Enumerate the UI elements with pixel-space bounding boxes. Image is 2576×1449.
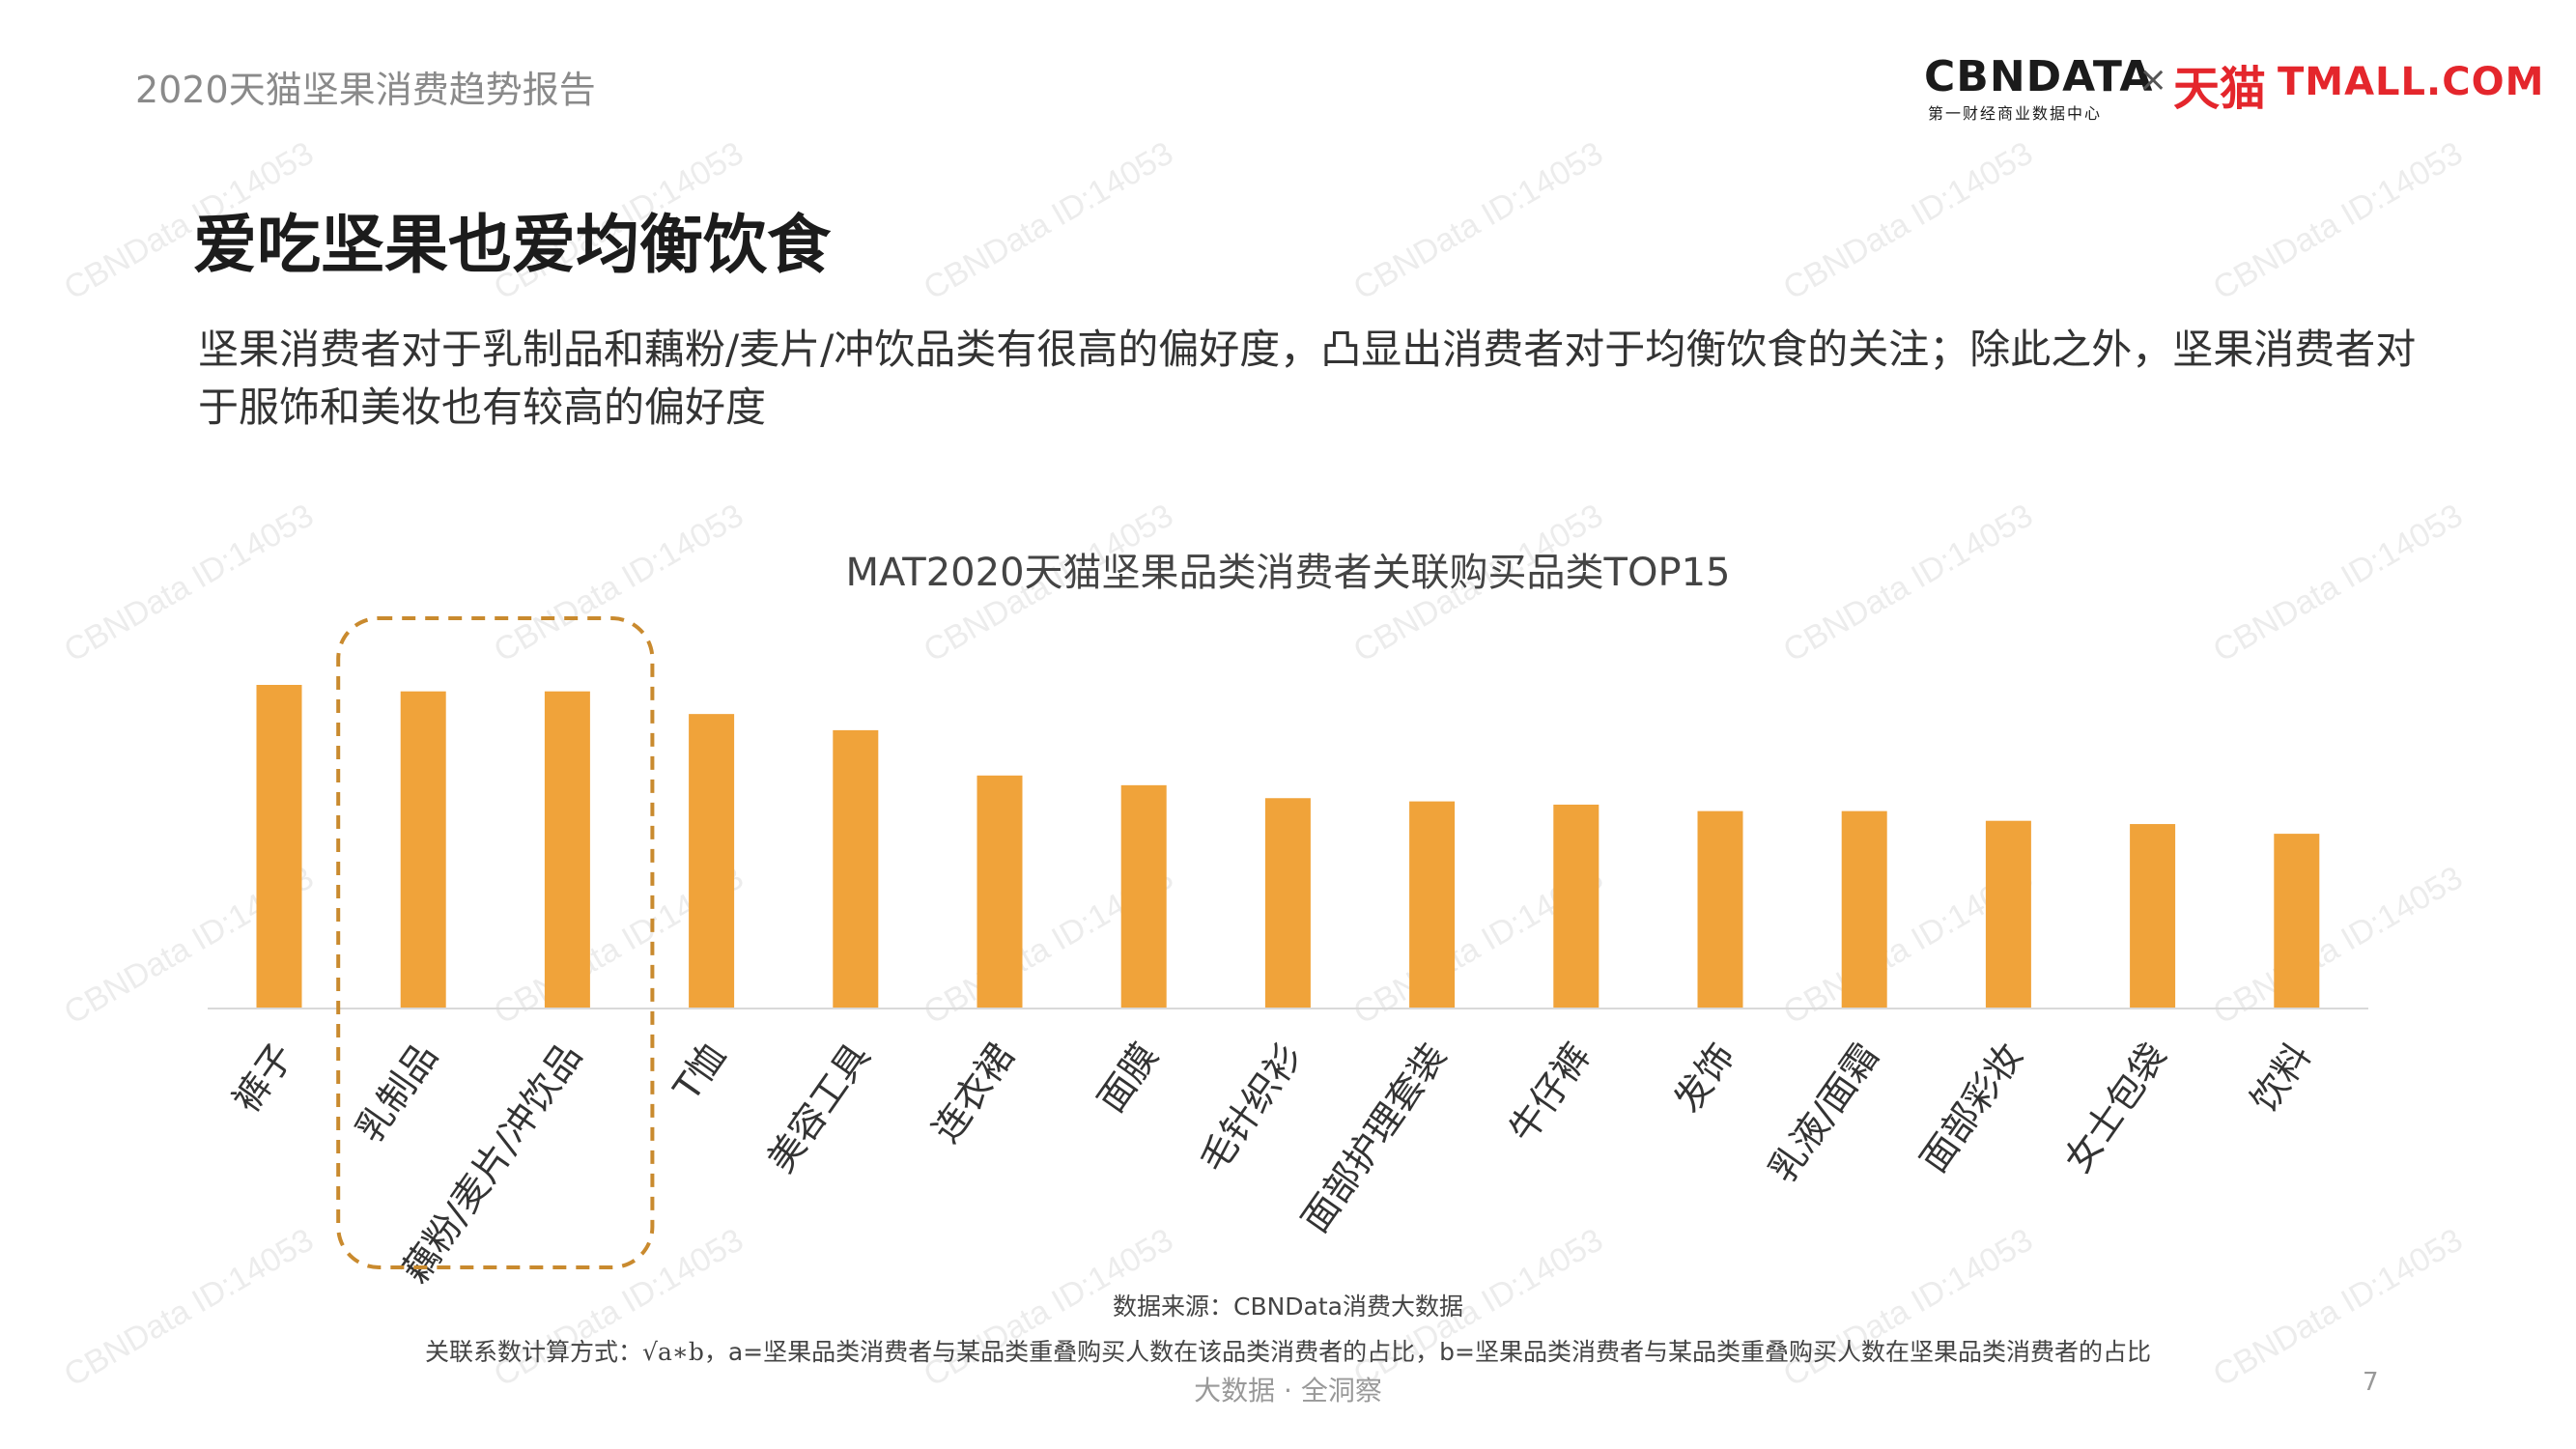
bar	[689, 714, 735, 1009]
formula-definition: ，a=坚果品类消费者与某品类重叠购买人数在该品类消费者的占比，b=坚果品类消费者…	[703, 1338, 2151, 1366]
footer-tagline: 大数据 · 全洞察	[1194, 1375, 1382, 1406]
bar	[400, 691, 446, 1009]
bar	[1841, 810, 1887, 1009]
brand-logo: CBNDATA 第一财经商业数据中心 × 天猫 TMALL.COM	[1924, 50, 2543, 128]
bar	[1409, 801, 1456, 1009]
bar	[2130, 824, 2176, 1009]
page-description: 坚果消费者对于乳制品和藕粉/麦片/冲饮品类有很高的偏好度，凸显出消费者对于均衡饮…	[198, 326, 2417, 431]
x-tick-label: 女士包袋	[2056, 1036, 2175, 1180]
x-tick-label: 连衣裙	[924, 1036, 1022, 1151]
page-heading: 爱吃坚果也爱均衡饮食	[193, 208, 831, 282]
x-tick-label: T恤	[665, 1036, 734, 1109]
bar	[1985, 820, 2031, 1009]
formula-prefix: 关联系数计算方式：	[425, 1338, 643, 1366]
bar	[2274, 834, 2320, 1009]
page-number: 7	[2363, 1368, 2379, 1397]
bar	[977, 775, 1023, 1009]
chart-title: MAT2020天猫坚果品类消费者关联购买品类TOP15	[845, 551, 1731, 595]
cbndata-logo-subtitle: 第一财经商业数据中心	[1928, 104, 2103, 123]
bar	[833, 729, 879, 1009]
highlight-box	[336, 616, 655, 1269]
x-tick-label: 裤子	[225, 1036, 302, 1121]
x-tick-label: 发饰	[1666, 1036, 1743, 1121]
bar	[256, 685, 302, 1009]
formula-note: 关联系数计算方式：√a∗b，a=坚果品类消费者与某品类重叠购买人数在该品类消费者…	[425, 1333, 2151, 1368]
data-source-note: 数据来源：CBNData消费大数据	[1112, 1293, 1463, 1321]
bar	[1120, 784, 1167, 1009]
report-title: 2020天猫坚果消费趋势报告	[135, 69, 596, 111]
tmall-logo-cn: 天猫	[2173, 62, 2267, 116]
tmall-logo-en: TMALL.COM	[2278, 60, 2545, 104]
x-tick-label: 毛针织衫	[1192, 1036, 1311, 1180]
formula-expression: √a∗b	[642, 1338, 704, 1366]
x-tick-label: 乳液/面霜	[1761, 1036, 1887, 1190]
cbndata-logo: CBNDATA	[1924, 52, 2154, 101]
x-tick-label: 乳制品	[348, 1036, 445, 1151]
logo-separator: ×	[2138, 60, 2168, 99]
x-tick-label: 牛仔裤	[1501, 1036, 1599, 1151]
bar	[1697, 810, 1743, 1009]
x-tick-label: 面膜	[1090, 1036, 1167, 1121]
bar	[1264, 798, 1311, 1009]
x-tick-label: 面部彩妆	[1912, 1036, 2031, 1180]
x-tick-label: 美容工具	[759, 1036, 878, 1180]
bar	[1553, 804, 1599, 1009]
x-tick-label: 面部护理套装	[1293, 1036, 1455, 1240]
x-tick-label: 饮料	[2243, 1036, 2320, 1121]
bar	[544, 691, 590, 1009]
